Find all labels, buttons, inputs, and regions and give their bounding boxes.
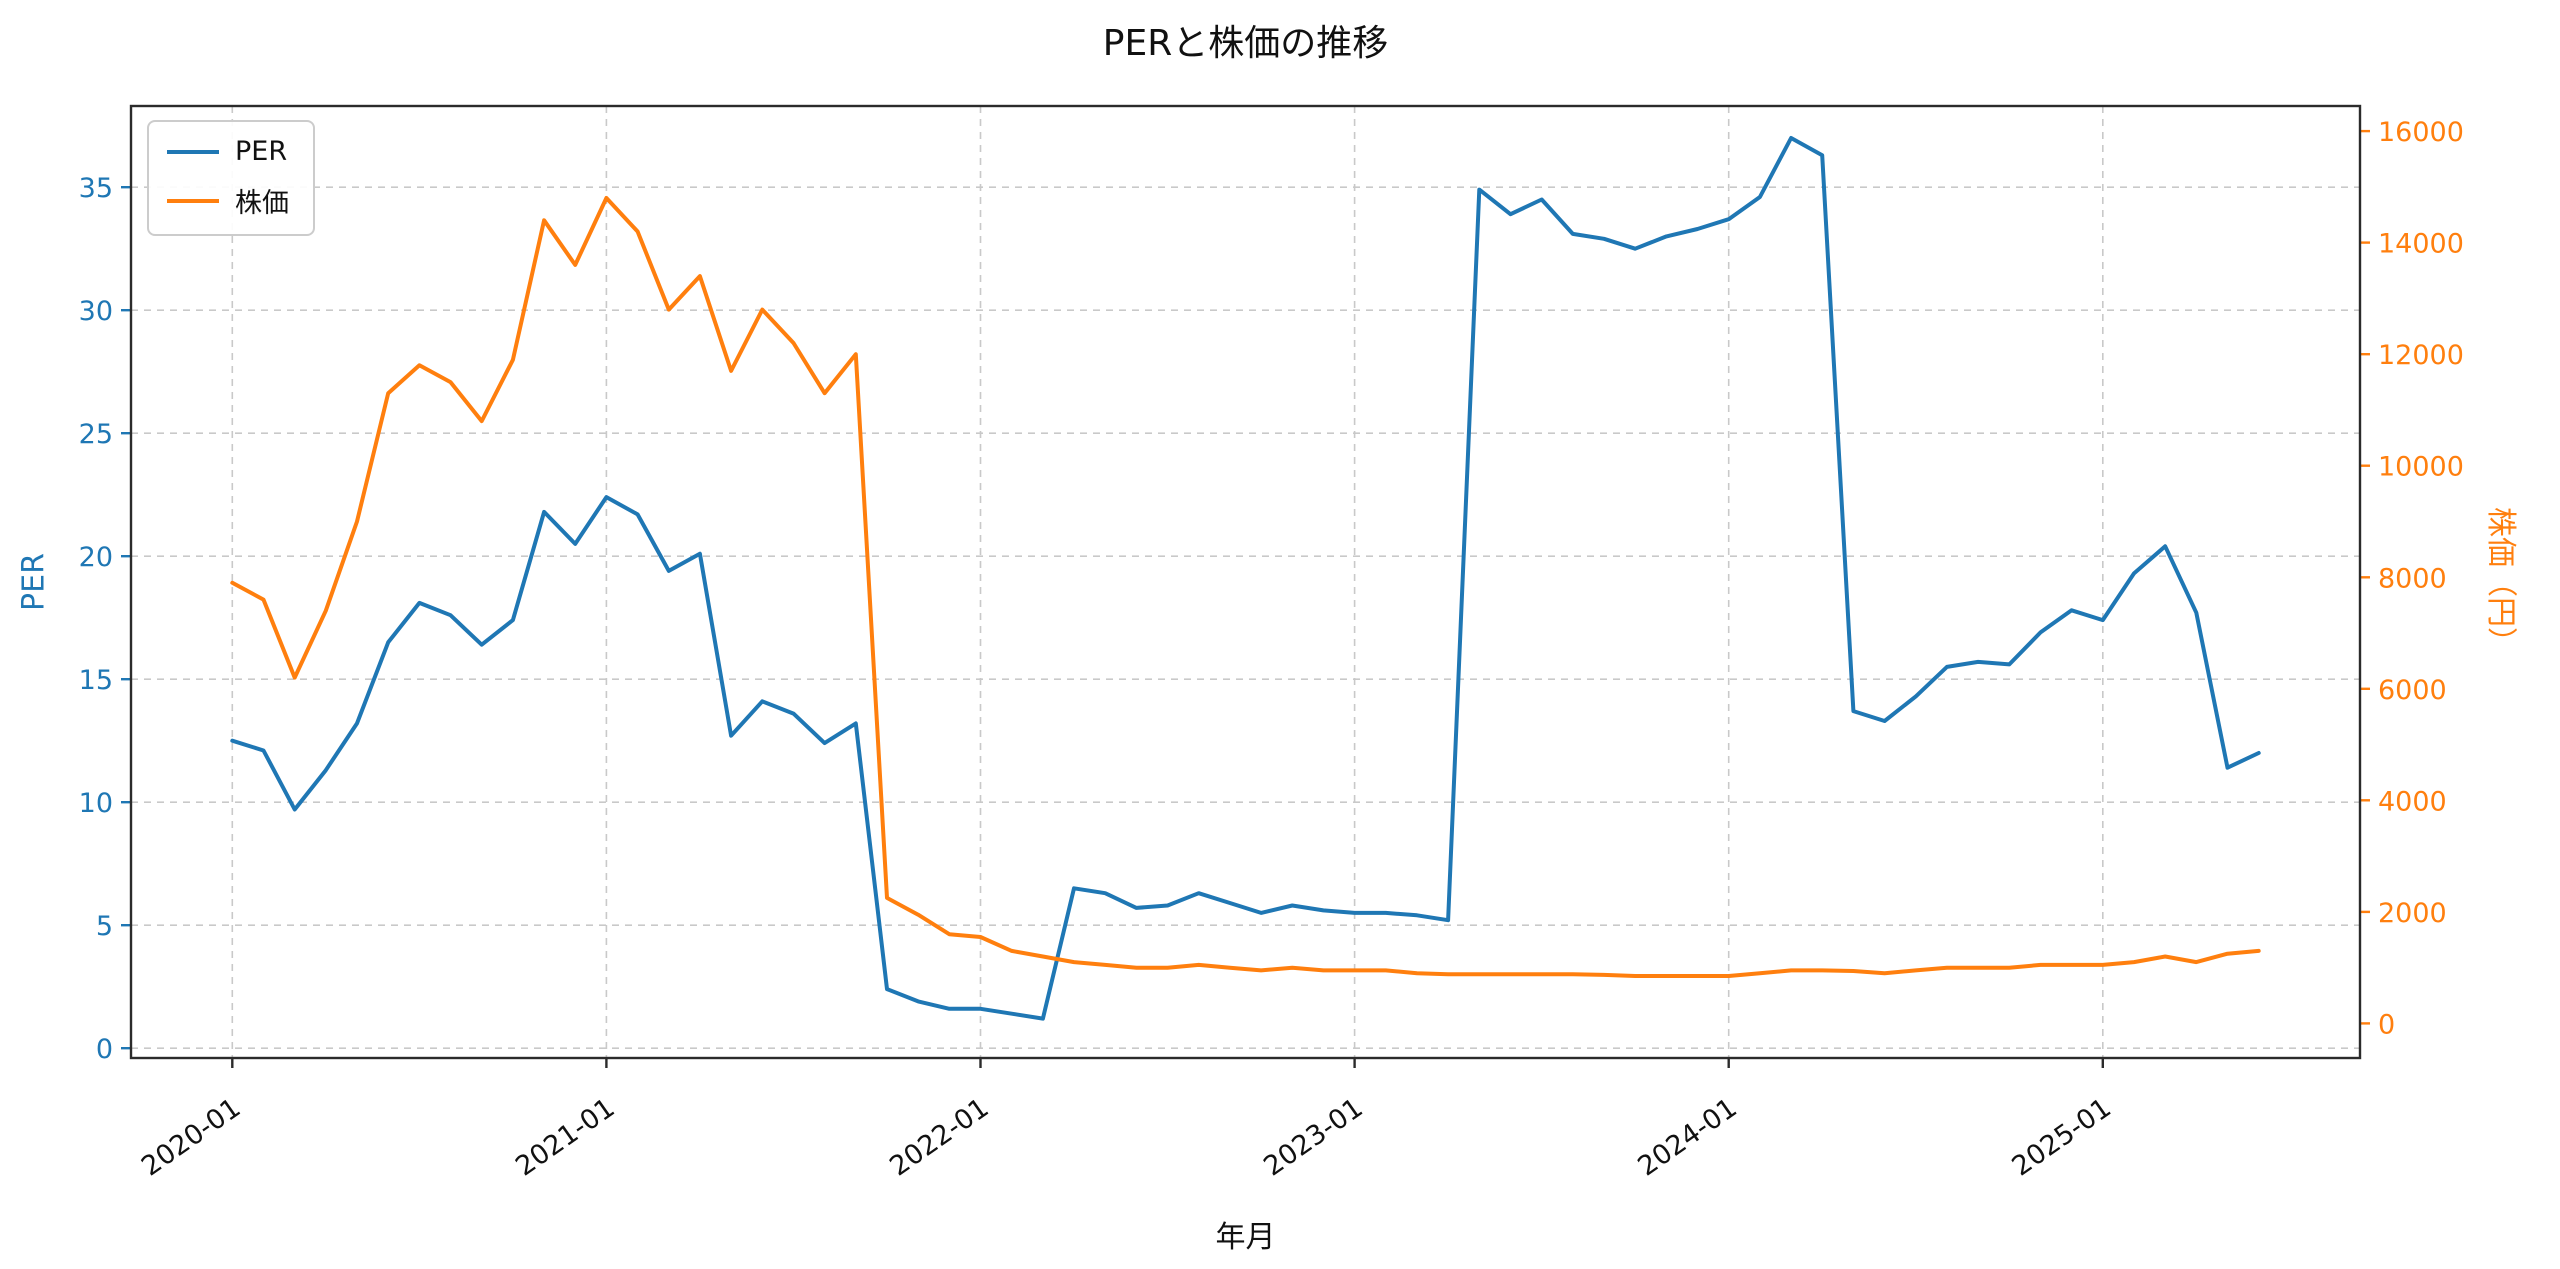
x-tick-label: 2020-01 (136, 1092, 246, 1182)
y-tick-label-right: 2000 (2378, 898, 2447, 929)
y-axis-label-left: PER (16, 553, 52, 611)
y-tick-label-left: 30 (79, 296, 113, 327)
plot-border (129, 104, 2362, 1060)
y-tick-label-left: 10 (79, 788, 113, 819)
x-tick-label: 2022-01 (884, 1092, 994, 1182)
x-tick-label: 2023-01 (1258, 1092, 1368, 1182)
y-tick-label-left: 35 (79, 173, 113, 204)
y-tick-label-left: 25 (79, 419, 113, 450)
legend: PER 株価 (147, 120, 315, 236)
y-tick-label-right: 12000 (2378, 340, 2464, 371)
y-tick-label-left: 5 (96, 911, 113, 942)
x-tick-label: 2025-01 (2007, 1092, 2117, 1182)
x-axis-label: 年月 (1215, 1220, 1276, 1255)
y-tick-label-left: 0 (96, 1034, 113, 1065)
y-tick-label-right: 10000 (2378, 452, 2464, 483)
chart-title: PERと株価の推移 (1102, 23, 1389, 64)
y-tick-label-right: 14000 (2378, 229, 2464, 260)
y-tick-label-right: 0 (2378, 1009, 2395, 1040)
legend-item-per: PER (167, 136, 289, 167)
legend-item-kabuka: 株価 (167, 181, 289, 220)
per-line-swatch (167, 149, 219, 154)
y-axis-label-right: 株価（円） (2483, 507, 2518, 657)
legend-label-per: PER (235, 136, 288, 167)
x-tick-label: 2024-01 (1633, 1092, 1743, 1182)
per-line-series (230, 136, 2261, 1021)
x-tick-label: 2021-01 (510, 1092, 620, 1182)
legend-label-kabuka: 株価 (235, 188, 289, 219)
y-tick-label-right: 8000 (2378, 563, 2447, 594)
y-tick-label-right: 16000 (2378, 117, 2464, 148)
y-tick-label-left: 15 (79, 665, 113, 696)
kabuka-line-series (230, 196, 2261, 978)
kabuka-line-swatch (167, 198, 219, 203)
y-tick-label-right: 6000 (2378, 675, 2447, 706)
y-tick-label-left: 20 (79, 542, 113, 573)
y-tick-label-right: 4000 (2378, 786, 2447, 817)
